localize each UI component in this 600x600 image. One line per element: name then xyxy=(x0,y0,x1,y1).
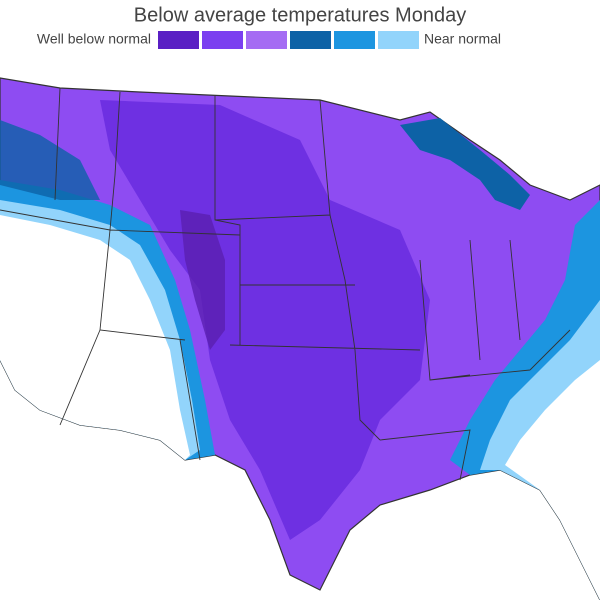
west-white xyxy=(0,215,190,460)
legend-swatch xyxy=(378,31,419,49)
legend-low-label: Well below normal xyxy=(37,31,151,47)
us-map xyxy=(0,77,600,600)
lakes-blue xyxy=(400,118,530,210)
state-lines xyxy=(0,87,571,481)
northwest-blue xyxy=(0,120,100,200)
legend-high-label: Near normal xyxy=(424,31,501,47)
legend-swatches xyxy=(158,31,419,49)
darkest-spot xyxy=(180,210,225,350)
legend-swatch xyxy=(158,31,199,49)
legend-swatch xyxy=(246,31,287,49)
legend-swatch xyxy=(290,31,331,49)
legend-swatch xyxy=(334,31,375,49)
map-title: Below average temperatures Monday xyxy=(134,4,466,26)
east-white xyxy=(505,360,600,600)
legend-swatch xyxy=(202,31,243,49)
deep-core xyxy=(100,100,430,540)
